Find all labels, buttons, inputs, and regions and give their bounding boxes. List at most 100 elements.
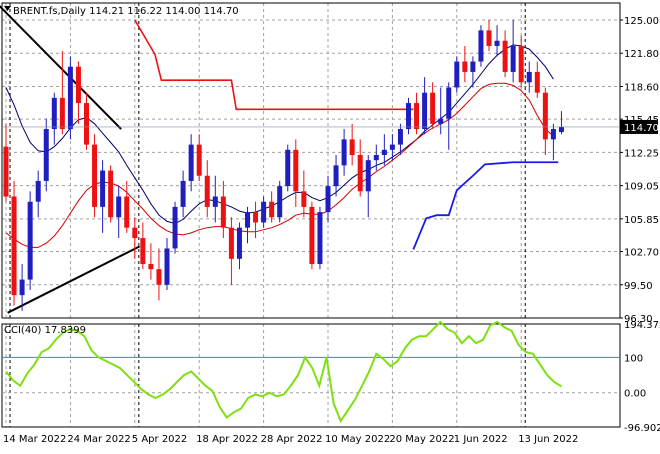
period-separators <box>9 3 526 427</box>
candle-body <box>486 30 492 46</box>
candle-body <box>27 201 33 280</box>
cci-tick-label: 194.3722 <box>624 320 660 331</box>
candle-body <box>132 227 138 239</box>
candle-body <box>381 149 387 155</box>
candle-body <box>293 149 299 192</box>
candle-body <box>438 118 444 124</box>
candle-body <box>35 180 41 202</box>
descending-trendline <box>0 5 122 130</box>
time-tick-label: 24 Mar 2022 <box>67 434 130 445</box>
main-pane-frame <box>1 2 621 319</box>
time-tick-label: 1 Jun 2022 <box>454 434 508 445</box>
candle-body <box>212 196 218 207</box>
candle-body <box>164 248 170 285</box>
dropdown-triangle-icon[interactable] <box>4 6 11 11</box>
candle-body <box>414 103 420 130</box>
candle-body <box>172 206 178 249</box>
candle-body <box>373 154 379 161</box>
trendlines <box>0 5 141 314</box>
candle-body <box>357 154 363 192</box>
candle-body <box>309 206 315 265</box>
candle-body <box>349 139 355 155</box>
price-tick-label: 125.00 <box>624 16 659 27</box>
candle-body <box>228 227 234 259</box>
candle-body <box>67 66 73 130</box>
candle-body <box>188 144 194 181</box>
candle-body <box>11 196 17 296</box>
candle-body <box>325 186 331 213</box>
price-axis: 125.00121.80118.60115.45112.25109.05105.… <box>2 16 659 325</box>
candle-body <box>196 144 202 176</box>
candle-body <box>301 191 307 207</box>
candle-body <box>389 144 395 150</box>
candle-body <box>502 40 508 72</box>
candle-body <box>558 126 564 133</box>
candle-body <box>19 279 25 296</box>
candle-body <box>333 165 339 187</box>
candle-body <box>446 87 452 119</box>
symbol-line: BRENT.fs,Daily 114.21 116.22 114.00 114.… <box>13 6 239 17</box>
cci-indicator <box>2 320 620 424</box>
candle-body <box>526 71 532 83</box>
price-tick-label: 109.05 <box>624 182 659 193</box>
time-tick-label: 28 Apr 2022 <box>261 434 323 445</box>
candle-body <box>478 30 484 62</box>
time-axis: 14 Mar 2022 24 Mar 2022 5 Apr 2022 18 Apr 2… <box>3 434 578 445</box>
candle-body <box>534 71 540 93</box>
candle-body <box>397 129 403 145</box>
candle-body <box>108 170 114 218</box>
cci-line <box>5 320 563 424</box>
price-tick-label: 99.50 <box>624 281 653 292</box>
candle-body <box>100 170 106 207</box>
candle-body <box>204 175 210 207</box>
candle-body <box>494 40 500 46</box>
cci-pane-frame <box>1 323 621 428</box>
candle-body <box>3 146 9 197</box>
price-tick-label: 112.25 <box>624 148 659 159</box>
slow-ma-line <box>5 82 554 248</box>
candle-body <box>285 149 291 187</box>
cci-tick-label: -96.902 <box>624 423 660 434</box>
cci-title: CCI(40) 17.8399 <box>4 325 86 336</box>
chart-header: BRENT.fs,Daily 114.21 116.22 114.00 114.… <box>4 6 239 17</box>
candle-body <box>422 92 428 130</box>
candle-body <box>269 201 275 218</box>
time-tick-label: 13 Jun 2022 <box>518 434 578 445</box>
cci-axis: 194.3722 100 0.00 -96.902 <box>624 320 660 434</box>
candle-body <box>454 61 460 88</box>
candle-body <box>542 92 548 140</box>
candle-body <box>550 129 556 140</box>
candle-body <box>236 227 242 259</box>
candle-body <box>75 66 81 104</box>
candle-body <box>220 196 226 228</box>
candle-body <box>180 180 186 207</box>
candle-body <box>148 264 154 270</box>
time-tick-label: 10 May 2022 <box>325 434 390 445</box>
candle-body <box>84 103 89 145</box>
candle-body <box>92 144 98 207</box>
candle-body <box>510 45 516 72</box>
candle-body <box>245 212 250 228</box>
candle-body <box>470 61 476 72</box>
cci-tick-label: 0.00 <box>624 389 646 400</box>
cci-tick-label: 100 <box>624 353 643 364</box>
candle-body <box>341 139 347 166</box>
candle-body <box>253 212 259 223</box>
time-tick-label: 14 Mar 2022 <box>3 434 66 445</box>
ascending-trendline <box>7 245 141 314</box>
candle-body <box>277 186 283 218</box>
last-price-label: 114.70 <box>624 123 659 134</box>
price-tick-label: 118.60 <box>624 82 659 93</box>
candles <box>3 20 564 311</box>
candle-body <box>43 129 49 181</box>
candle-body <box>406 103 411 130</box>
step-lines <box>134 19 559 250</box>
candle-body <box>365 160 371 192</box>
blue-step-line <box>412 161 559 250</box>
price-tick-label: 121.80 <box>624 49 659 60</box>
candle-body <box>261 201 267 223</box>
candle-body <box>462 61 468 72</box>
price-tick-label: 96.30 <box>624 314 653 325</box>
